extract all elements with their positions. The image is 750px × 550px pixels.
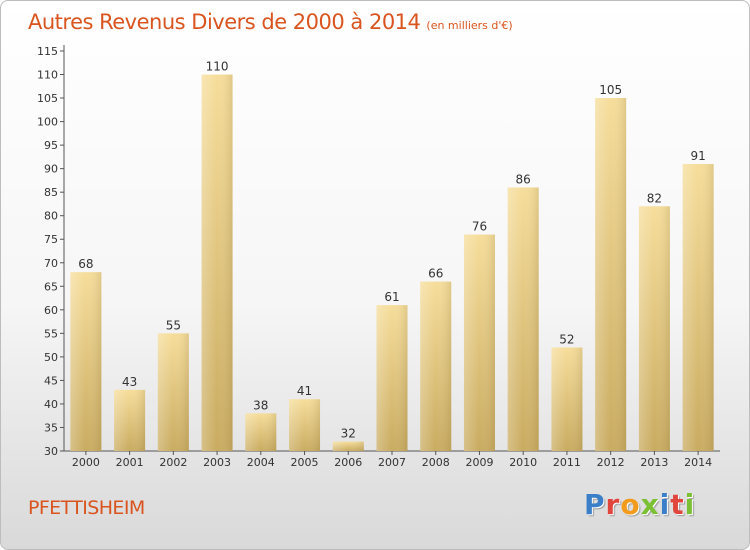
x-tick-label: 2012: [597, 456, 625, 469]
y-tick-label: 90: [44, 163, 58, 176]
x-tick-label: 2001: [116, 456, 144, 469]
x-tick-label: 2014: [684, 456, 712, 469]
x-tick-label: 2000: [72, 456, 100, 469]
y-tick-label: 100: [37, 116, 58, 129]
y-tick-label: 105: [37, 92, 58, 105]
y-tick-label: 65: [44, 280, 58, 293]
y-tick-label: 110: [37, 69, 58, 82]
y-tick-label: 45: [44, 374, 58, 387]
bar-shade: [114, 389, 146, 451]
logo-letter: P: [584, 488, 606, 521]
bar-shade: [551, 347, 583, 451]
data-label: 61: [384, 290, 399, 304]
data-label: 52: [559, 332, 574, 346]
data-label: 38: [253, 398, 268, 412]
bar-shade: [595, 98, 627, 451]
chart-subtitle: (en milliers d'€): [426, 19, 513, 32]
data-label: 55: [166, 318, 181, 332]
data-label: 41: [297, 384, 312, 398]
logo-letter: t: [670, 488, 685, 521]
x-tick-label: 2003: [203, 456, 231, 469]
x-tick-label: 2002: [159, 456, 187, 469]
bar-shade: [420, 281, 452, 451]
bar-shade: [289, 399, 321, 451]
logo-letter: i: [684, 488, 696, 521]
bar-shade: [507, 187, 539, 451]
chart-title: Autres Revenus Divers de 2000 à 2014 (en …: [28, 10, 513, 34]
x-tick-label: 2005: [291, 456, 319, 469]
y-tick-label: 80: [44, 210, 58, 223]
data-label: 82: [647, 191, 662, 205]
y-tick-label: 40: [44, 398, 58, 411]
logo-letter: x: [640, 488, 660, 521]
bar-shade: [682, 163, 714, 452]
data-label: 105: [599, 83, 622, 97]
town-name: PFETTISHEIM: [28, 497, 145, 519]
chart-title-text: Autres Revenus Divers de 2000 à 2014: [28, 10, 421, 34]
y-tick-label: 85: [44, 186, 58, 199]
bar-shade: [157, 333, 189, 451]
x-tick-label: 2007: [378, 456, 406, 469]
bar-shade: [201, 74, 233, 451]
data-label: 32: [341, 427, 356, 441]
x-tick-label: 2008: [422, 456, 450, 469]
logo-letter: o: [620, 488, 641, 521]
bar-shade: [463, 234, 495, 451]
y-tick-label: 70: [44, 257, 58, 270]
y-tick-label: 35: [44, 421, 58, 434]
x-tick-label: 2004: [247, 456, 275, 469]
data-label: 110: [206, 60, 229, 74]
data-label: 91: [690, 149, 705, 163]
data-label: 43: [122, 375, 137, 389]
x-tick-label: 2013: [640, 456, 668, 469]
logo-letter: r: [605, 488, 621, 521]
bar-shade: [70, 272, 102, 451]
y-tick-label: 95: [44, 139, 58, 152]
y-tick-label: 30: [44, 445, 58, 458]
y-tick-label: 75: [44, 233, 58, 246]
data-label: 76: [472, 220, 487, 234]
bar-shade: [245, 413, 277, 451]
y-tick-label: 50: [44, 351, 58, 364]
proxiti-logo: Proxiti: [584, 488, 695, 521]
y-tick-label: 60: [44, 304, 58, 317]
y-tick-label: 115: [37, 45, 58, 58]
x-tick-label: 2011: [553, 456, 581, 469]
logo-letter: i: [659, 488, 671, 521]
x-tick-label: 2010: [509, 456, 537, 469]
data-label: 66: [428, 267, 443, 281]
bar-shade: [332, 441, 364, 451]
x-tick-label: 2006: [334, 456, 362, 469]
data-label: 68: [78, 257, 93, 271]
bar-shade: [376, 305, 408, 451]
data-label: 86: [516, 172, 531, 186]
y-tick-label: 55: [44, 327, 58, 340]
x-tick-label: 2009: [465, 456, 493, 469]
bar-shade: [638, 206, 670, 451]
